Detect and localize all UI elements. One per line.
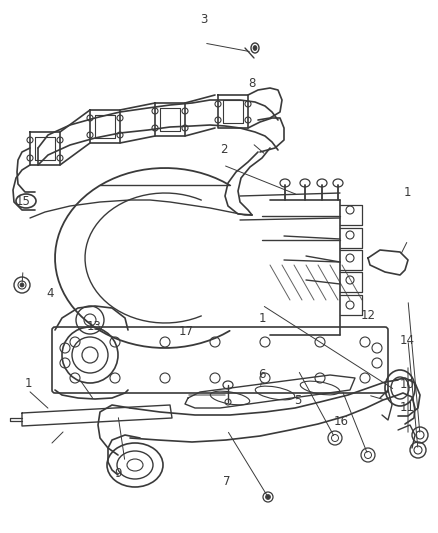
Text: 6: 6 — [258, 368, 266, 381]
Ellipse shape — [265, 495, 271, 499]
Text: 3: 3 — [200, 13, 207, 26]
Text: 14: 14 — [400, 334, 415, 346]
Ellipse shape — [20, 283, 24, 287]
Text: 16: 16 — [334, 415, 349, 427]
Text: 17: 17 — [179, 325, 194, 338]
Ellipse shape — [253, 45, 257, 51]
Text: 8: 8 — [248, 77, 255, 90]
Text: 5: 5 — [294, 394, 301, 407]
Text: 1: 1 — [25, 377, 32, 390]
Text: 15: 15 — [15, 195, 30, 208]
Text: 11: 11 — [400, 401, 415, 414]
Text: 9: 9 — [114, 467, 122, 480]
Text: 7: 7 — [223, 475, 231, 488]
Text: 1: 1 — [258, 312, 266, 325]
Text: 10: 10 — [400, 378, 415, 391]
Text: 12: 12 — [360, 309, 375, 322]
Text: 4: 4 — [46, 287, 54, 300]
Text: 1: 1 — [403, 187, 411, 199]
Text: 2: 2 — [219, 143, 227, 156]
Text: 13: 13 — [87, 320, 102, 333]
